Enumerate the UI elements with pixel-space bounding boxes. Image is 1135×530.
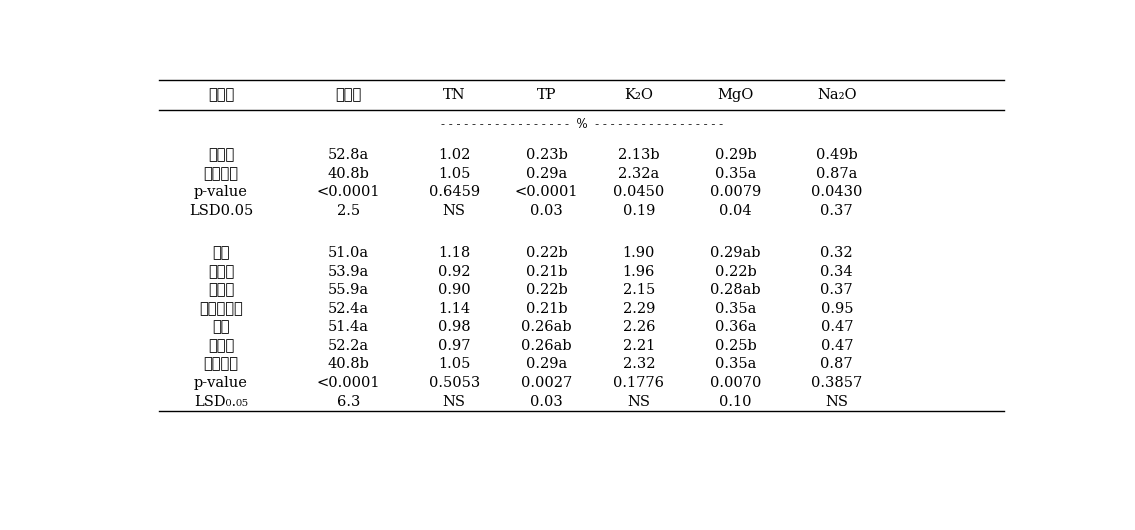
Text: TN: TN xyxy=(443,88,465,102)
Text: 0.95: 0.95 xyxy=(821,302,854,316)
Text: 0.25b: 0.25b xyxy=(715,339,757,353)
Text: 0.37: 0.37 xyxy=(821,284,854,297)
Text: 0.35a: 0.35a xyxy=(715,166,756,181)
Text: 석탄바닥재: 석탄바닥재 xyxy=(199,302,243,316)
Text: 0.03: 0.03 xyxy=(530,204,563,218)
Text: LSD₀.₀₅: LSD₀.₀₅ xyxy=(194,394,249,409)
Text: 2.32: 2.32 xyxy=(623,357,655,372)
Text: 2.5: 2.5 xyxy=(337,204,360,218)
Text: 1.02: 1.02 xyxy=(438,148,470,162)
Text: 0.04: 0.04 xyxy=(720,204,751,218)
Text: 왕거: 왕거 xyxy=(212,321,229,334)
Text: 굴패각: 굴패각 xyxy=(208,265,234,279)
Text: 쌍석: 쌍석 xyxy=(212,246,229,260)
Text: 0.0430: 0.0430 xyxy=(812,185,863,199)
Text: 0.87a: 0.87a xyxy=(816,166,857,181)
Text: 0.90: 0.90 xyxy=(438,284,470,297)
Text: 40.8b: 40.8b xyxy=(328,357,370,372)
Text: 52.8a: 52.8a xyxy=(328,148,369,162)
Text: 0.21b: 0.21b xyxy=(526,265,568,279)
Text: 2.21: 2.21 xyxy=(623,339,655,353)
Text: 0.0070: 0.0070 xyxy=(709,376,762,390)
Text: 0.0027: 0.0027 xyxy=(521,376,572,390)
Text: 1.18: 1.18 xyxy=(438,246,470,260)
Text: NS: NS xyxy=(825,394,848,409)
Text: 0.35a: 0.35a xyxy=(715,357,756,372)
Text: 0.47: 0.47 xyxy=(821,339,854,353)
Text: 0.35a: 0.35a xyxy=(715,302,756,316)
Text: 55.9a: 55.9a xyxy=(328,284,369,297)
Text: 0.22b: 0.22b xyxy=(715,265,757,279)
Text: <0.0001: <0.0001 xyxy=(515,185,578,199)
Text: 6.3: 6.3 xyxy=(337,394,360,409)
Text: 0.19: 0.19 xyxy=(623,204,655,218)
Text: NS: NS xyxy=(443,394,465,409)
Text: 0.47: 0.47 xyxy=(821,321,854,334)
Text: p-value: p-value xyxy=(194,376,247,390)
Text: 0.22b: 0.22b xyxy=(526,246,568,260)
Text: 52.2a: 52.2a xyxy=(328,339,369,353)
Text: 0.26ab: 0.26ab xyxy=(521,321,572,334)
Text: 0.6459: 0.6459 xyxy=(429,185,480,199)
Text: 0.23b: 0.23b xyxy=(526,148,568,162)
Text: 1.90: 1.90 xyxy=(623,246,655,260)
Text: MgO: MgO xyxy=(717,88,754,102)
Text: 0.0079: 0.0079 xyxy=(711,185,762,199)
Text: 무처리구: 무처리구 xyxy=(203,357,238,372)
Text: <0.0001: <0.0001 xyxy=(317,185,380,199)
Text: 1.05: 1.05 xyxy=(438,166,470,181)
Text: 0.22b: 0.22b xyxy=(526,284,568,297)
Text: K₂O: K₂O xyxy=(624,88,654,102)
Text: 0.29b: 0.29b xyxy=(715,148,757,162)
Text: 0.21b: 0.21b xyxy=(526,302,568,316)
Text: p-value: p-value xyxy=(194,185,247,199)
Text: 0.97: 0.97 xyxy=(438,339,470,353)
Text: 차단재: 차단재 xyxy=(208,88,234,102)
Text: 0.36a: 0.36a xyxy=(715,321,756,334)
Text: NS: NS xyxy=(628,394,650,409)
Text: 0.87: 0.87 xyxy=(821,357,854,372)
Text: 2.26: 2.26 xyxy=(623,321,655,334)
Text: 파쌍목: 파쌍목 xyxy=(208,339,234,353)
Text: 2.13b: 2.13b xyxy=(619,148,659,162)
Text: 0.29a: 0.29a xyxy=(526,166,568,181)
Text: 0.37: 0.37 xyxy=(821,204,854,218)
Text: 0.26ab: 0.26ab xyxy=(521,339,572,353)
Text: 0.34: 0.34 xyxy=(821,265,854,279)
Text: 0.32: 0.32 xyxy=(821,246,854,260)
Text: 2.29: 2.29 xyxy=(623,302,655,316)
Text: 53.9a: 53.9a xyxy=(328,265,369,279)
Text: 0.29ab: 0.29ab xyxy=(711,246,760,260)
Text: 처리구: 처리구 xyxy=(208,148,234,162)
Text: 52.4a: 52.4a xyxy=(328,302,369,316)
Text: 1.05: 1.05 xyxy=(438,357,470,372)
Text: 0.98: 0.98 xyxy=(438,321,470,334)
Text: 엽록소: 엽록소 xyxy=(336,88,362,102)
Text: 51.4a: 51.4a xyxy=(328,321,369,334)
Text: 1.14: 1.14 xyxy=(438,302,470,316)
Text: 0.03: 0.03 xyxy=(530,394,563,409)
Text: 2.15: 2.15 xyxy=(623,284,655,297)
Text: LSD0.05: LSD0.05 xyxy=(188,204,253,218)
Text: <0.0001: <0.0001 xyxy=(317,376,380,390)
Text: NS: NS xyxy=(443,204,465,218)
Text: 0.92: 0.92 xyxy=(438,265,470,279)
Text: 0.29a: 0.29a xyxy=(526,357,568,372)
Text: Na₂O: Na₂O xyxy=(817,88,857,102)
Text: 2.32a: 2.32a xyxy=(619,166,659,181)
Text: 무처리구: 무처리구 xyxy=(203,166,238,181)
Text: 0.10: 0.10 xyxy=(720,394,751,409)
Text: 0.5053: 0.5053 xyxy=(429,376,480,390)
Text: TP: TP xyxy=(537,88,556,102)
Text: 0.1776: 0.1776 xyxy=(613,376,664,390)
Text: 51.0a: 51.0a xyxy=(328,246,369,260)
Text: 40.8b: 40.8b xyxy=(328,166,370,181)
Text: 0.49b: 0.49b xyxy=(816,148,858,162)
Text: 0.3857: 0.3857 xyxy=(812,376,863,390)
Text: 연탄재: 연탄재 xyxy=(208,284,234,297)
Text: - - - - - - - - - - - - - - - - -  %  - - - - - - - - - - - - - - - - -: - - - - - - - - - - - - - - - - - % - - … xyxy=(440,118,723,131)
Text: 0.28ab: 0.28ab xyxy=(711,284,760,297)
Text: 0.0450: 0.0450 xyxy=(613,185,664,199)
Text: 1.96: 1.96 xyxy=(623,265,655,279)
